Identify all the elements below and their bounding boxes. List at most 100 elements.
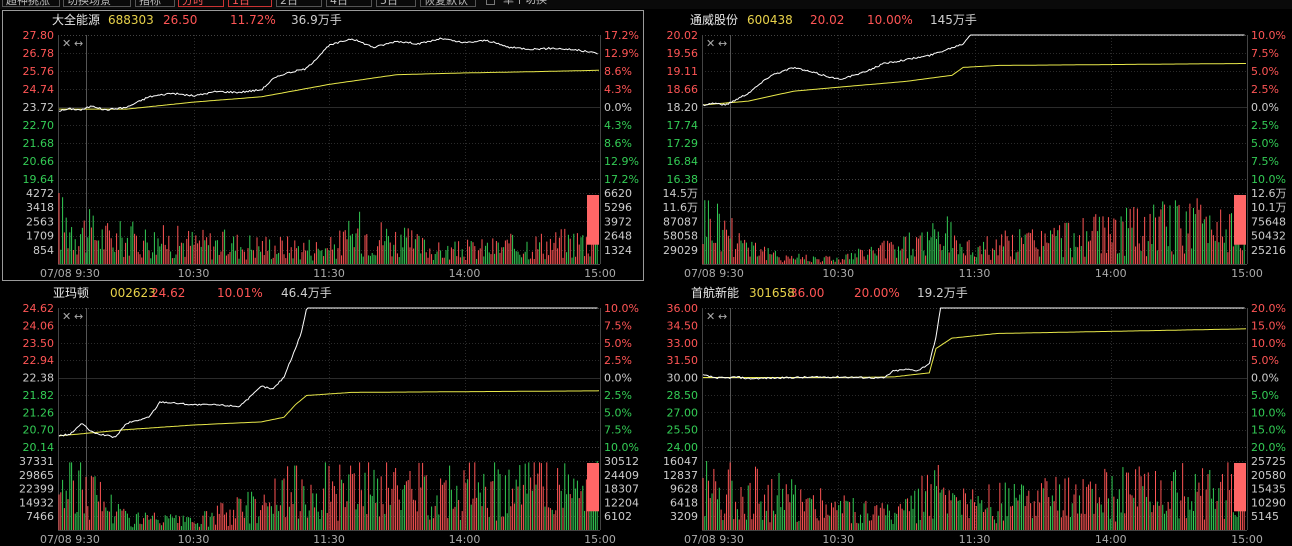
change-percent: 10.00%: [867, 13, 913, 27]
volume-axis-label: 14.5万: [663, 187, 699, 200]
stock-code: 688303: [108, 13, 154, 27]
percent-axis-label: 17.2%: [604, 29, 639, 42]
intraday-chart[interactable]: ✕ ↔ 24.62 24.06 23.50 22.94 22.38 21.82 21.26 20.…: [3, 302, 643, 546]
time-axis-label: 14:00: [449, 533, 481, 546]
intraday-chart[interactable]: ✕ ↔ 27.80 26.78 25.76 24.74 23.72 22.70 21.68 20.…: [3, 29, 643, 280]
stock-name[interactable]: 亚玛顿: [53, 286, 90, 300]
intraday-chart[interactable]: ✕ ↔ 36.00 34.50 33.00 31.50 30.00 28.50 27.00 25.…: [647, 302, 1290, 546]
volume-axis-label: 12837: [663, 469, 698, 482]
stock-chart-panel[interactable]: 通威股份 600438 20.02 10.00% 145万手 ✕ ↔ 20.02 19.56 19…: [647, 11, 1290, 280]
volume-axis-label: 3418: [26, 201, 54, 214]
volume-total: 145万手: [930, 13, 977, 27]
volume-axis-label-right: 5145: [1251, 510, 1279, 523]
volume-axis-label: 7466: [26, 510, 54, 523]
stock-code: 002623: [110, 286, 156, 300]
volume-axis-label: 16047: [663, 455, 698, 468]
resize-arrows-icon[interactable]: ↔: [718, 37, 727, 50]
stock-chart-panel[interactable]: 亚玛顿 002623 24.62 10.01% 46.4万手 ✕ ↔ 24.62 24.06 23…: [3, 284, 643, 546]
stock-chart-panel[interactable]: 大全能源 688303 26.50 11.72% 36.9万手 ✕ ↔ 27.80 26.78 2…: [2, 10, 644, 281]
close-icon[interactable]: ✕: [62, 37, 71, 50]
percent-axis-label: 20.0%: [1251, 302, 1286, 315]
average-price-line: [703, 328, 1247, 378]
volume-axis-label-right: 12204: [604, 496, 639, 509]
toolbar-button[interactable]: 分时: [178, 0, 224, 7]
price-axis-label: 23.50: [23, 337, 55, 350]
volume-axis-label: 6418: [670, 496, 698, 509]
price-axis-label: 17.74: [667, 119, 699, 132]
price-line: [702, 307, 1245, 380]
stock-name[interactable]: 大全能源: [52, 13, 101, 27]
toolbar-button[interactable]: 4日: [326, 0, 372, 7]
volume-axis-label-right: 12.6万: [1251, 187, 1287, 200]
volume-axis-label: 14932: [19, 496, 54, 509]
volume-axis-label-right: 24409: [604, 469, 639, 482]
toolbar-button[interactable]: 切换场景: [63, 0, 131, 7]
toolbar-button[interactable]: 5日: [376, 0, 416, 7]
stock-chart-panel[interactable]: 首航新能 301658 36.00 20.00% 19.2万手 ✕ ↔ 36.00 34.50 3…: [647, 284, 1290, 546]
toolbar-button[interactable]: 指标: [135, 0, 175, 7]
percent-axis-label: 0.0%: [604, 372, 632, 385]
panel-header: 亚玛顿 002623 24.62 10.01% 46.4万手: [3, 284, 643, 302]
percent-axis-label: 10.0%: [604, 302, 639, 315]
volume-axis-label-right: 50432: [1251, 230, 1286, 243]
price-axis-label: 31.50: [667, 354, 699, 367]
percent-axis-label: 8.6%: [604, 137, 632, 150]
volume-axis-label-right: 15435: [1251, 483, 1286, 496]
toolbar-button[interactable]: 1日: [228, 0, 272, 7]
resize-arrows-icon[interactable]: ↔: [74, 310, 83, 323]
stock-code: 600438: [747, 13, 793, 27]
volume-axis-label: 4272: [26, 187, 54, 200]
price-axis-label: 16.38: [667, 173, 699, 186]
volume-axis-label-right: 18307: [604, 483, 639, 496]
price-axis-label: 17.29: [667, 137, 699, 150]
time-axis-label: 10:30: [822, 533, 854, 546]
price-axis-label: 16.84: [667, 155, 699, 168]
price-axis-label: 27.80: [23, 29, 55, 42]
stock-name[interactable]: 首航新能: [691, 286, 740, 300]
time-axis-label: 07/08 9:30: [684, 267, 744, 280]
close-icon[interactable]: ✕: [706, 310, 715, 323]
time-axis-label: 14:00: [1095, 267, 1127, 280]
volume-axis-label-right: 30512: [604, 455, 639, 468]
percent-axis-label: 20.0%: [1251, 441, 1286, 454]
percent-axis-label: 5.0%: [604, 406, 632, 419]
intraday-chart[interactable]: ✕ ↔ 20.02 19.56 19.11 18.66 18.20 17.74 17.29 16.…: [647, 29, 1290, 280]
toolbar-button[interactable]: 恢复默认: [420, 0, 476, 7]
stock-name[interactable]: 通威股份: [690, 13, 739, 27]
close-icon[interactable]: ✕: [706, 37, 715, 50]
percent-axis-label: 5.0%: [1251, 354, 1279, 367]
price-axis-label: 23.72: [23, 101, 55, 114]
percent-axis-label: 5.0%: [1251, 65, 1279, 78]
price-axis-label: 18.20: [667, 101, 699, 114]
change-percent: 11.72%: [230, 13, 276, 27]
single-switch-checkbox[interactable]: [486, 0, 495, 5]
percent-axis-label: 7.5%: [1251, 155, 1279, 168]
percent-axis-label: 10.0%: [1251, 337, 1286, 350]
time-axis-label: 07/08 9:30: [40, 267, 100, 280]
percent-axis-label: 12.9%: [604, 155, 639, 168]
average-price-line: [59, 69, 599, 110]
price-axis-label: 34.50: [667, 319, 699, 332]
percent-axis-label: 15.0%: [1251, 319, 1286, 332]
price-axis-label: 36.00: [667, 302, 699, 315]
time-axis-label: 11:30: [313, 267, 345, 280]
grid: [702, 308, 1248, 531]
volume-axis-label-right: 10.1万: [1251, 201, 1287, 214]
last-price: 24.62: [151, 286, 186, 300]
volume-axis-label: 87087: [663, 215, 698, 228]
toolbar-button[interactable]: 2日: [276, 0, 322, 7]
resize-arrows-icon[interactable]: ↔: [74, 37, 83, 50]
price-axis-label: 24.62: [23, 302, 55, 315]
volume-bars: [58, 461, 598, 530]
resize-arrows-icon[interactable]: ↔: [718, 310, 727, 323]
change-percent: 10.01%: [217, 286, 263, 300]
time-axis-label: 07/08 9:30: [40, 533, 100, 546]
volume-axis-label: 58058: [663, 230, 698, 243]
price-line: [702, 34, 1245, 107]
price-axis-label: 19.64: [23, 173, 55, 186]
percent-axis-label: 10.0%: [1251, 406, 1286, 419]
price-axis-label: 24.06: [23, 319, 55, 332]
toolbar-button[interactable]: 超神挑涨: [2, 0, 60, 7]
panel-header: 通威股份 600438 20.02 10.00% 145万手: [647, 11, 1290, 29]
close-icon[interactable]: ✕: [62, 310, 71, 323]
